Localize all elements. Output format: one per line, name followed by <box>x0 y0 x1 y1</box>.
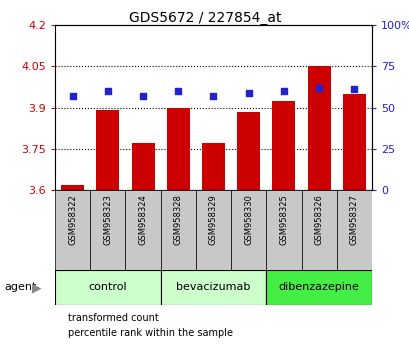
Bar <box>202 143 225 190</box>
Bar <box>266 190 301 270</box>
Point <box>210 93 216 99</box>
Bar <box>55 270 160 305</box>
Bar <box>266 270 371 305</box>
Text: GSM958330: GSM958330 <box>244 194 253 245</box>
Bar <box>166 108 189 190</box>
Text: GSM958327: GSM958327 <box>349 194 358 245</box>
Bar <box>55 190 90 270</box>
Bar <box>90 190 125 270</box>
Point <box>315 85 321 91</box>
Text: control: control <box>88 282 127 292</box>
Text: bevacizumab: bevacizumab <box>176 282 250 292</box>
Bar <box>231 190 266 270</box>
Bar <box>307 66 330 190</box>
Bar <box>272 101 294 190</box>
Bar <box>342 94 365 190</box>
Bar <box>237 112 260 190</box>
Bar <box>301 190 336 270</box>
Text: dibenzazepine: dibenzazepine <box>278 282 359 292</box>
Point <box>139 93 146 99</box>
Bar <box>131 143 154 190</box>
Bar <box>160 190 196 270</box>
Text: ▶: ▶ <box>32 281 42 294</box>
Text: GSM958328: GSM958328 <box>173 194 182 245</box>
Bar <box>196 190 231 270</box>
Bar <box>160 270 266 305</box>
Bar <box>61 184 84 190</box>
Bar <box>125 190 160 270</box>
Bar <box>96 110 119 190</box>
Text: agent: agent <box>4 282 36 292</box>
Point <box>175 88 181 94</box>
Text: GSM958324: GSM958324 <box>138 194 147 245</box>
Text: GSM958329: GSM958329 <box>209 194 218 245</box>
Point <box>350 86 357 92</box>
Text: GSM958322: GSM958322 <box>68 194 77 245</box>
Point <box>69 93 76 99</box>
Point <box>245 90 252 96</box>
Text: GDS5672 / 227854_at: GDS5672 / 227854_at <box>128 11 281 25</box>
Text: GSM958323: GSM958323 <box>103 194 112 245</box>
Text: percentile rank within the sample: percentile rank within the sample <box>67 328 232 338</box>
Point <box>104 88 111 94</box>
Text: GSM958326: GSM958326 <box>314 194 323 245</box>
Bar <box>336 190 371 270</box>
Text: GSM958325: GSM958325 <box>279 194 288 245</box>
Text: transformed count: transformed count <box>67 313 158 323</box>
Point <box>280 88 287 94</box>
